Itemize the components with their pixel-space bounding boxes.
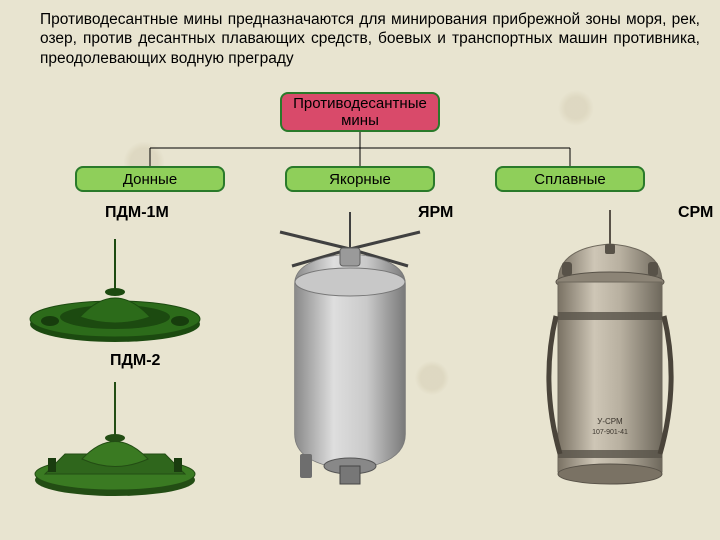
- child-label: Донные: [123, 171, 177, 188]
- intro-text: Противодесантные мины предназначаются дл…: [40, 11, 700, 67]
- child-label: Сплавные: [534, 171, 605, 188]
- child-node-drifting: Сплавные: [495, 166, 645, 192]
- mine-srm-icon: У-СРМ 107-901-41: [510, 204, 710, 504]
- label-pdm2: ПДМ-2: [110, 352, 160, 370]
- label-pdm1m: ПДМ-1М: [105, 204, 169, 222]
- child-label: Якорные: [329, 171, 391, 188]
- mine-pdm1m-icon: [20, 229, 210, 349]
- child-node-bottom: Донные: [75, 166, 225, 192]
- classification-diagram: Противодесантныемины Донные Якорные Спла…: [0, 74, 720, 494]
- svg-text:У-СРМ: У-СРМ: [597, 417, 623, 426]
- svg-text:107-901-41: 107-901-41: [592, 429, 628, 436]
- root-label: Противодесантныемины: [293, 95, 427, 130]
- mine-pdm2-icon: [20, 374, 210, 504]
- root-node: Противодесантныемины: [280, 92, 440, 132]
- child-node-anchor: Якорные: [285, 166, 435, 192]
- mine-yarm-icon: [240, 204, 460, 504]
- intro-paragraph: Противодесантные мины предназначаются дл…: [0, 0, 720, 74]
